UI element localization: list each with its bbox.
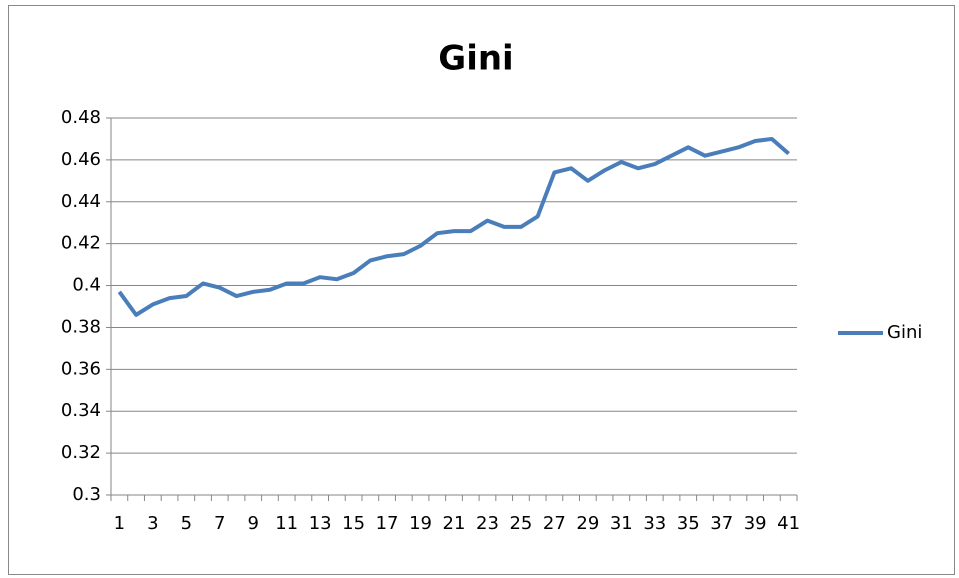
y-tick-label: 0.36 — [61, 358, 101, 379]
x-tick-label: 9 — [247, 513, 258, 534]
x-tick-label: 29 — [576, 513, 599, 534]
legend-label: Gini — [887, 322, 922, 343]
y-tick-label: 0.34 — [61, 400, 101, 421]
x-tick-label: 31 — [610, 513, 633, 534]
y-tick-label: 0.38 — [61, 316, 101, 337]
x-tick-label: 7 — [214, 513, 225, 534]
chart-border — [8, 5, 955, 575]
y-tick-label: 0.3 — [72, 484, 101, 505]
y-tick-label: 0.46 — [61, 149, 101, 170]
x-tick-label: 33 — [643, 513, 666, 534]
x-tick-label: 3 — [147, 513, 158, 534]
x-tick-label: 1 — [114, 513, 125, 534]
y-tick-label: 0.44 — [61, 191, 101, 212]
x-tick-label: 27 — [543, 513, 566, 534]
x-tick-label: 35 — [677, 513, 700, 534]
x-tick-label: 15 — [342, 513, 365, 534]
x-tick-label: 37 — [710, 513, 733, 534]
x-tick-label: 21 — [443, 513, 466, 534]
x-tick-label: 39 — [744, 513, 767, 534]
x-tick-label: 25 — [509, 513, 532, 534]
x-tick-label: 13 — [309, 513, 332, 534]
x-tick-label: 19 — [409, 513, 432, 534]
y-tick-label: 0.32 — [61, 442, 101, 463]
y-tick-label: 0.4 — [72, 275, 101, 296]
y-tick-label: 0.48 — [61, 107, 101, 128]
y-tick-label: 0.42 — [61, 233, 101, 254]
x-tick-label: 11 — [275, 513, 298, 534]
x-tick-label: 23 — [476, 513, 499, 534]
x-tick-label: 17 — [376, 513, 399, 534]
x-tick-label: 5 — [181, 513, 192, 534]
data-line — [117, 136, 790, 317]
chart-title: Gini — [438, 39, 513, 79]
x-tick-label: 41 — [777, 513, 800, 534]
